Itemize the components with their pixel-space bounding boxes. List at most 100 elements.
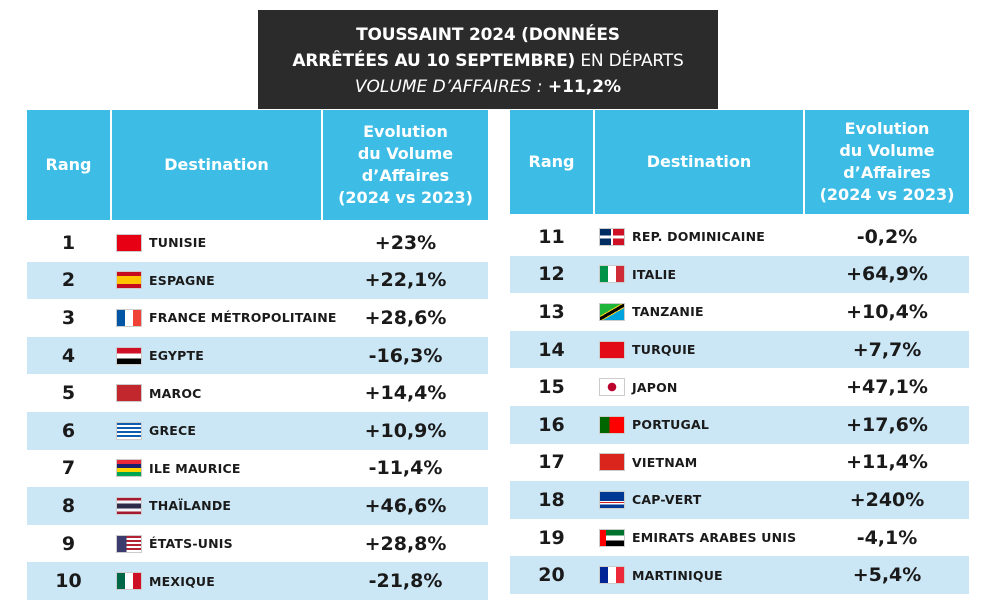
evolution-value: +22,1% [364, 269, 447, 292]
rank-cell: 6 [61, 419, 76, 442]
evolution-value: +10,4% [846, 300, 928, 323]
vietnam-flag-icon [599, 453, 625, 472]
table-row: 5 MAROC +14,4% [27, 374, 488, 412]
destination-name: THAÏLANDE [149, 498, 232, 514]
destination-cell: PORTUGAL [599, 406, 807, 444]
evolution-value: +11,4% [846, 451, 928, 474]
destination-cell: FRANCE MÉTROPOLITAINE [116, 299, 336, 337]
evolution-value: +5,4% [852, 564, 922, 587]
portugal-flag-icon [599, 415, 625, 434]
volume-value: +11,2% [547, 77, 622, 97]
table-header: Rang Destination Evolution du Volume d’A… [27, 110, 488, 220]
header-evolution: Evolution du Volume d’Affaires (2024 vs … [323, 110, 488, 220]
rank-cell: 5 [61, 382, 76, 405]
rank-cell: 2 [61, 269, 76, 292]
header-rank: Rang [528, 152, 575, 171]
volume-label: VOLUME D’AFFAIRES : [354, 77, 548, 97]
rank-cell: 12 [538, 263, 565, 286]
header-evolution-line-2: du Volume [839, 141, 935, 160]
ranking-table-left: Rang Destination Evolution du Volume d’A… [27, 110, 488, 600]
destination-cell: REP. DOMINICAINE [599, 218, 807, 256]
destination-cell: ÉTATS-UNIS [116, 525, 325, 563]
header-evolution-line-4: (2024 vs 2023) [338, 188, 473, 207]
header-evolution-line-4: (2024 vs 2023) [819, 185, 955, 204]
destination-cell: VIETNAM [599, 444, 807, 482]
destination-name: ITALIE [632, 266, 677, 282]
evolution-value: +47,1% [846, 376, 928, 399]
rank-cell: 16 [538, 413, 565, 436]
destination-name: MARTINIQUE [632, 567, 723, 583]
table-row: 7 ILE MAURICE -11,4% [27, 450, 488, 488]
table-row: 13 TANZANIE +10,4% [510, 293, 969, 331]
destination-name: PORTUGAL [632, 417, 710, 433]
italy-flag-icon [599, 265, 625, 284]
destination-name: TANZANIE [632, 304, 704, 320]
destination-name: CAP-VERT [632, 492, 702, 508]
title-line-2-rest: EN DÉPARTS [575, 51, 684, 71]
destination-name: ESPAGNE [149, 272, 215, 288]
table-row: 10 MEXIQUE -21,8% [27, 562, 488, 600]
evolution-value: -16,3% [368, 344, 443, 367]
mexico-flag-icon [116, 572, 142, 591]
destination-name: MAROC [149, 385, 202, 401]
header-divider [110, 110, 112, 220]
table-header: Rang Destination Evolution du Volume d’A… [510, 110, 969, 214]
rank-cell: 13 [538, 300, 565, 323]
destination-cell: MAROC [116, 374, 325, 412]
egypt-flag-icon [116, 346, 142, 365]
table-row: 4 EGYPTE -16,3% [27, 336, 488, 375]
table-row: 2 ESPAGNE +22,1% [27, 261, 488, 300]
table-row: 3 FRANCE MÉTROPOLITAINE +28,6% [27, 299, 488, 337]
cape-verde-flag-icon [599, 490, 625, 509]
rank-cell: 9 [61, 532, 76, 555]
destination-cell: ILE MAURICE [116, 450, 325, 488]
usa-flag-icon [116, 534, 142, 553]
evolution-value: +10,9% [364, 419, 447, 442]
destination-cell: EMIRATS ARABES UNIS [599, 519, 807, 557]
rank-cell: 1 [61, 231, 76, 254]
evolution-value: +28,6% [364, 306, 447, 329]
header-evolution-line-1: Evolution [844, 119, 930, 138]
destination-name: VIETNAM [632, 454, 698, 470]
destination-name: ÉTATS-UNIS [149, 536, 233, 552]
evolution-value: +14,4% [364, 382, 447, 405]
destination-name: FRANCE MÉTROPOLITAINE [149, 310, 337, 326]
rank-cell: 3 [61, 306, 76, 329]
table-row: 12 ITALIE +64,9% [510, 255, 969, 294]
destination-cell: THAÏLANDE [116, 487, 325, 525]
header-rank: Rang [45, 155, 92, 174]
title-box: TOUSSAINT 2024 (DONNÉES ARRÊTÉES AU 10 S… [258, 10, 718, 109]
rank-cell: 20 [538, 564, 565, 587]
destination-name: EMIRATS ARABES UNIS [632, 530, 797, 546]
destination-cell: MEXIQUE [116, 562, 325, 600]
table-row: 6 GRECE +10,9% [27, 412, 488, 450]
evolution-value: +17,6% [846, 413, 928, 436]
table-row: 14 TURQUIE +7,7% [510, 330, 969, 369]
header-evolution-line-2: du Volume [357, 144, 454, 163]
table-row: 16 PORTUGAL +17,6% [510, 406, 969, 444]
evolution-value: +64,9% [846, 263, 928, 286]
destination-cell: ESPAGNE [116, 262, 325, 300]
destination-name: JAPON [632, 379, 678, 395]
header-divider [321, 110, 323, 220]
ranking-table-right: Rang Destination Evolution du Volume d’A… [510, 110, 969, 594]
rank-cell: 15 [538, 376, 565, 399]
uae-flag-icon [599, 528, 625, 547]
evolution-value: -21,8% [368, 570, 443, 593]
rank-cell: 7 [61, 457, 76, 480]
evolution-value: +46,6% [364, 494, 447, 517]
destination-cell: JAPON [599, 368, 807, 406]
rank-cell: 14 [538, 338, 565, 361]
header-divider [593, 110, 595, 214]
destination-name: TUNISIE [149, 235, 207, 251]
evolution-value: -0,2% [856, 225, 918, 248]
destination-cell: MARTINIQUE [599, 556, 807, 594]
rank-cell: 19 [538, 526, 565, 549]
table-row: 18 CAP-VERT +240% [510, 481, 969, 519]
title-line-2-bold: ARRÊTÉES AU 10 SEPTEMBRE) [292, 51, 576, 71]
destination-cell: TUNISIE [116, 224, 325, 262]
rank-cell: 8 [61, 494, 76, 517]
header-evolution-line-3: d’Affaires [361, 166, 450, 185]
tunisia-flag-icon [116, 233, 142, 252]
evolution-value: +28,8% [364, 532, 447, 555]
